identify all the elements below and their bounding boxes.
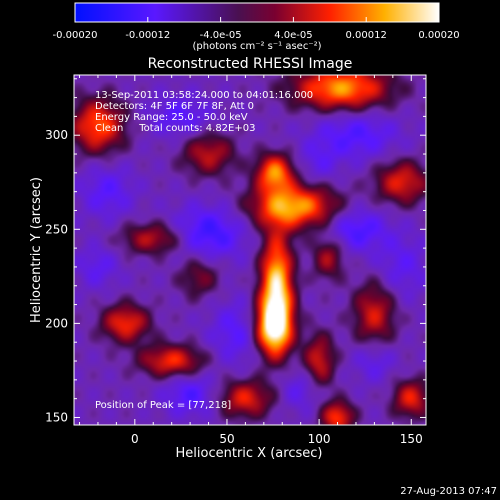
colorbar-gradient [74, 2, 440, 23]
y-tick-label: 200 [45, 316, 68, 330]
heatmap-image [74, 75, 426, 425]
peak-position-label: Position of Peak = [77,218] [95, 400, 231, 411]
chart-title: Reconstructed RHESSI Image [148, 56, 353, 72]
annotation-line-time: 13-Sep-2011 03:58:24.000 to 04:01:16.000 [95, 90, 313, 101]
x-tick-label: 100 [308, 432, 331, 446]
y-axis-label: Heliocentric Y (arcsec) [29, 177, 44, 323]
annotation-line-detectors: Detectors: 4F 5F 6F 7F 8F, Att 0 [95, 101, 254, 112]
annotation-line-energy: Energy Range: 25.0 - 50.0 keV [95, 112, 248, 123]
annotation-line-counts: Clean Total counts: 4.82E+03 [95, 123, 255, 134]
x-tick-label: 0 [131, 432, 139, 446]
plot-frame [73, 74, 427, 426]
colorbar-tick-label: -0.00012 [125, 30, 170, 41]
colorbar-tick-label: 0.00020 [418, 30, 459, 41]
y-axis: 150 200 250 300 [45, 78, 426, 424]
x-axis: 0 50 100 150 [79, 75, 423, 446]
y-tick-label: 300 [45, 128, 68, 142]
annotation-block: 13-Sep-2011 03:58:24.000 to 04:01:16.000… [95, 90, 313, 134]
y-tick-label: 150 [45, 410, 68, 424]
colorbar-unit-label: (photons cm⁻² s⁻¹ asec⁻²) [192, 41, 321, 52]
x-tick-label: 150 [400, 432, 423, 446]
y-tick-label: 250 [45, 222, 68, 236]
x-axis-label: Heliocentric X (arcsec) [176, 446, 323, 461]
x-tick-label: 50 [219, 432, 234, 446]
colorbar-ticks: -0.00020 -0.00012 -4.0e-05 4.0e-05 0.00012 0.… [53, 17, 460, 41]
colorbar: -0.00020 -0.00012 -4.0e-05 4.0e-05 0.00012 0.… [53, 2, 460, 52]
colorbar-tick-label: -4.0e-05 [200, 30, 242, 41]
colorbar-tick-label: 0.00012 [346, 30, 387, 41]
colorbar-tick-label: -0.00020 [53, 30, 98, 41]
colorbar-tick-label: 4.0e-05 [274, 30, 312, 41]
footer-timestamp: 27-Aug-2013 07:47 [400, 486, 497, 497]
